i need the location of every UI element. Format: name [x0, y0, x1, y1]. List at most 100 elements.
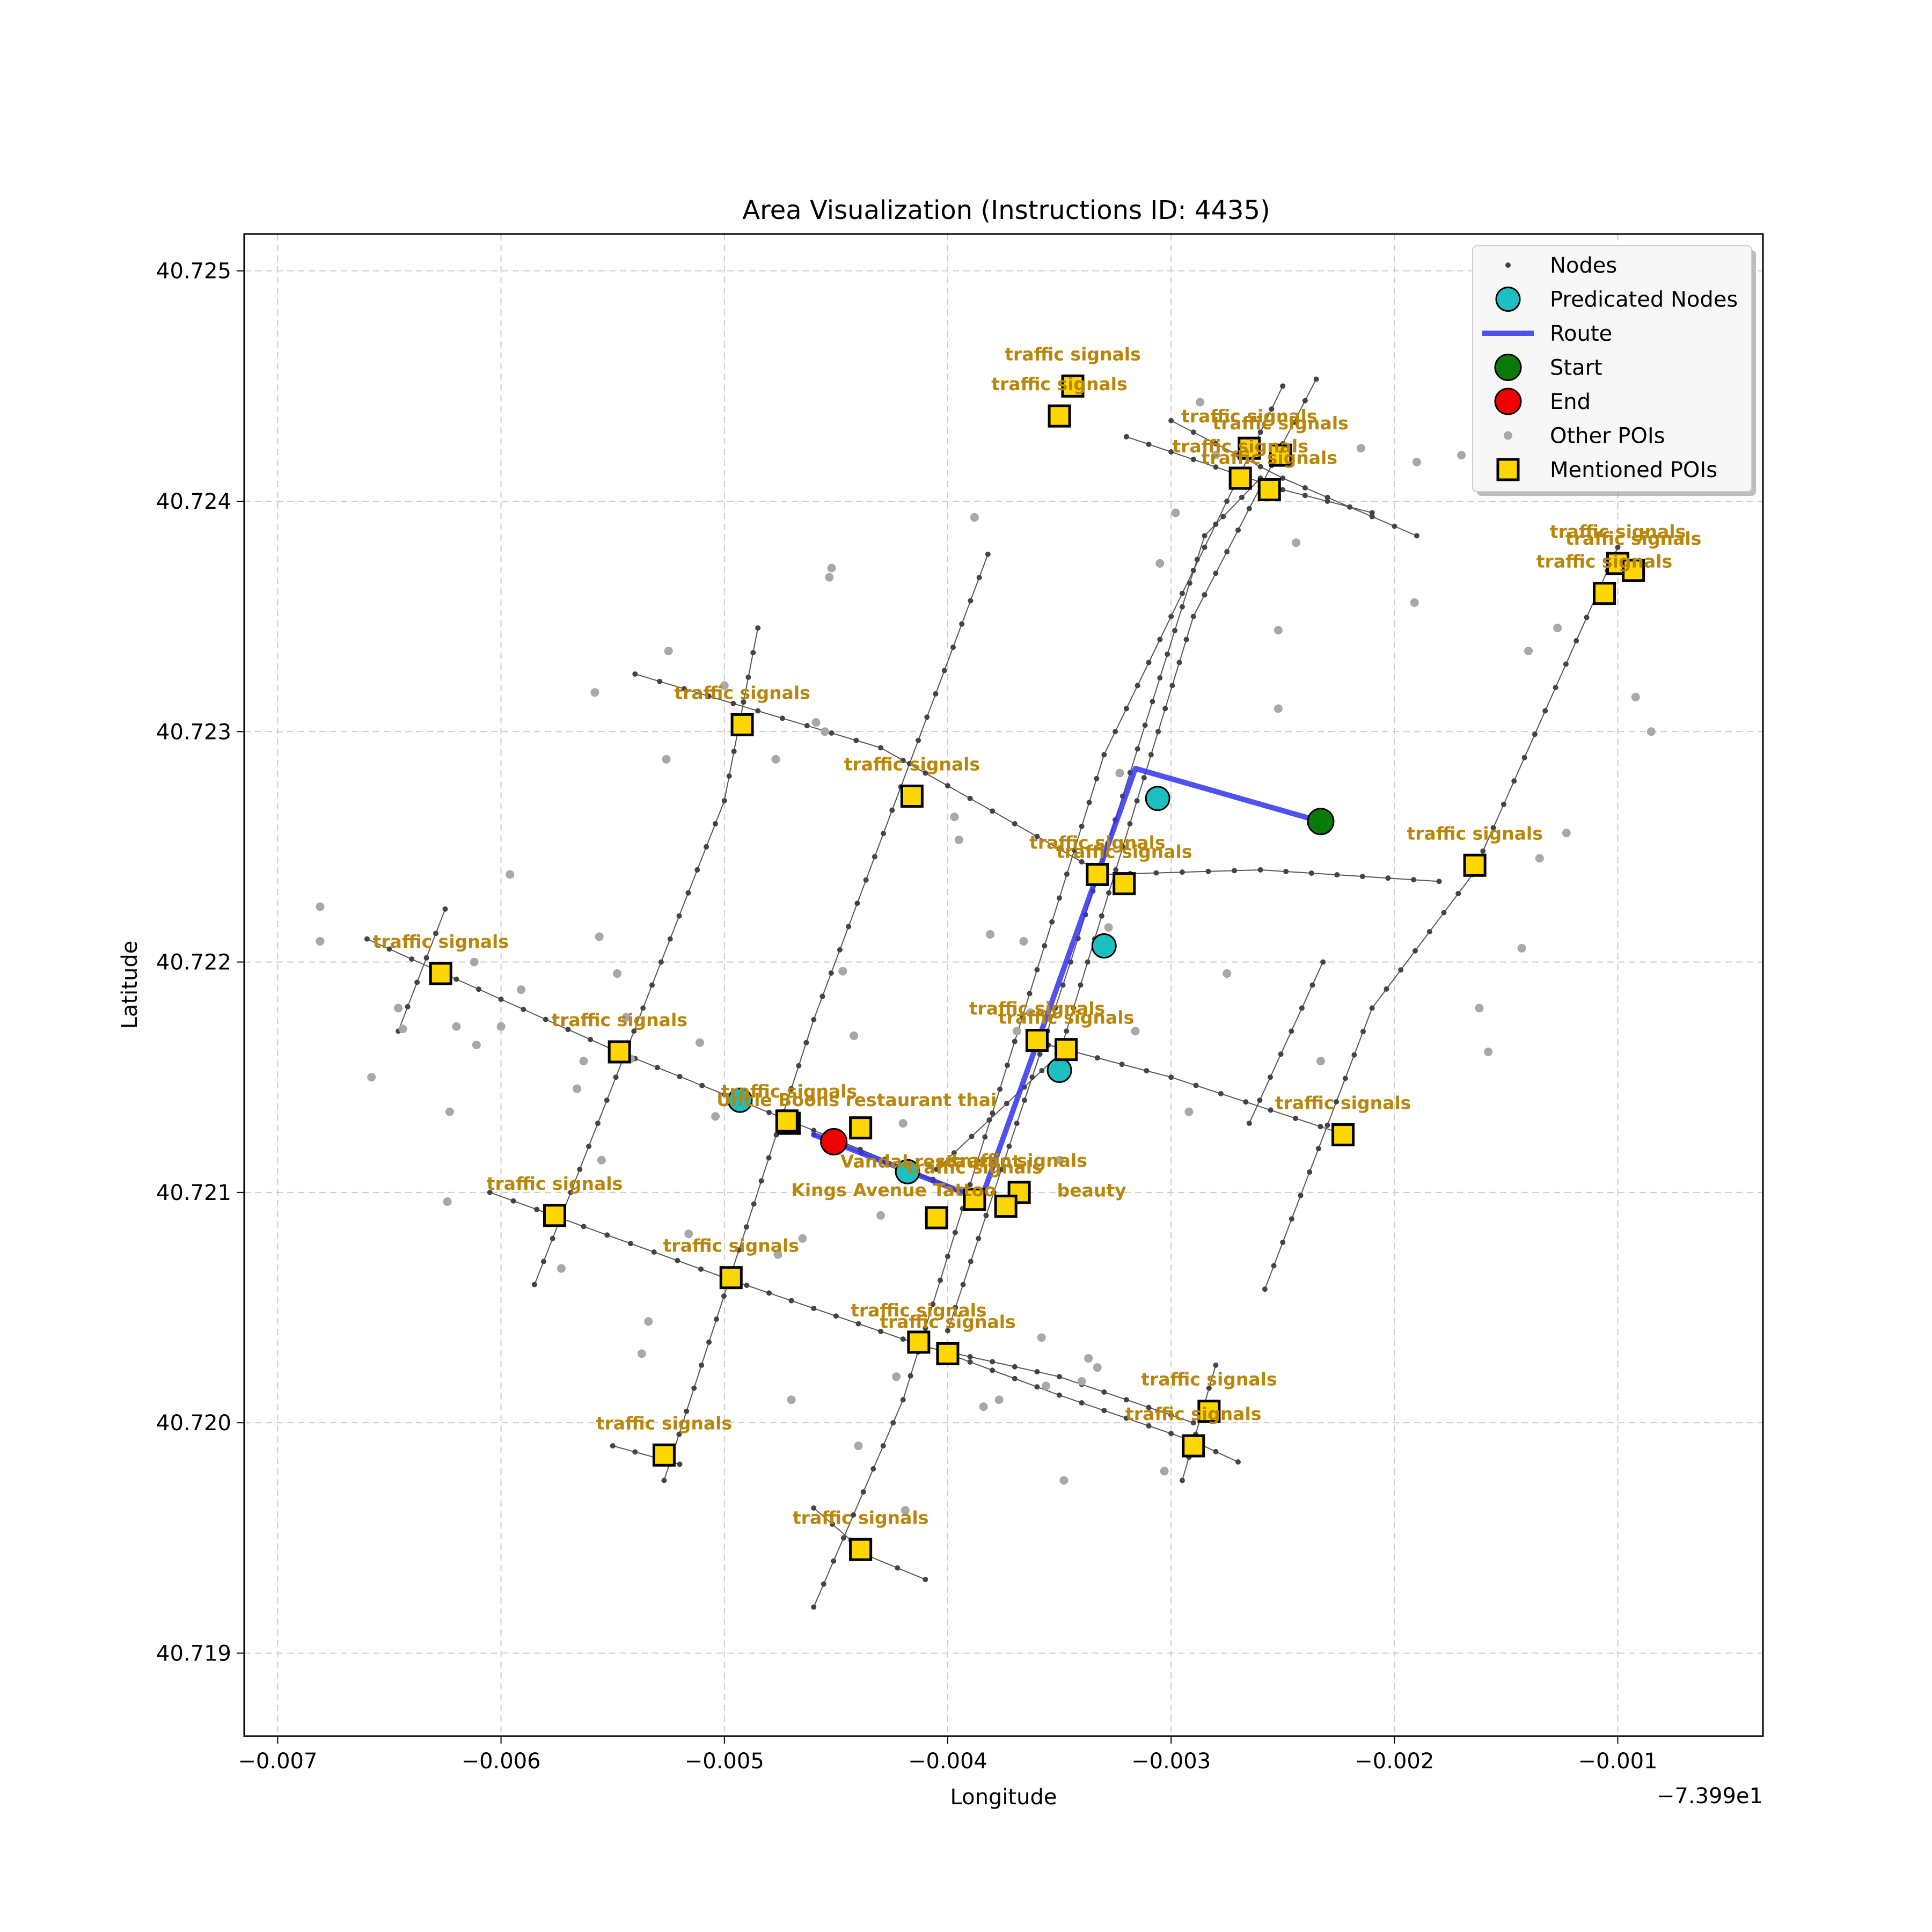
street-node — [1123, 434, 1129, 440]
street-node — [1034, 967, 1040, 972]
other-poi — [664, 647, 673, 656]
predicated-node — [1091, 933, 1117, 959]
street-node — [651, 1249, 657, 1255]
street-node — [923, 770, 928, 776]
street-node — [1135, 746, 1140, 752]
street-node — [1501, 801, 1506, 807]
street-node — [1414, 533, 1419, 539]
other-poi — [1562, 829, 1571, 838]
street-node — [1085, 959, 1091, 965]
street-line — [1264, 547, 1619, 1290]
legend-swatch — [1495, 287, 1521, 312]
street-node — [1052, 1005, 1058, 1011]
street-node — [986, 1117, 992, 1123]
street-node — [846, 924, 852, 930]
street-node — [414, 979, 420, 985]
street-node — [1213, 464, 1219, 470]
street-node — [627, 1241, 633, 1247]
street-node — [498, 997, 504, 1002]
street-node — [758, 1178, 764, 1184]
x-axis-label: Longitude — [950, 1785, 1057, 1810]
mentioned-poi — [849, 1116, 873, 1140]
other-poi — [1155, 559, 1165, 568]
end-marker — [820, 1128, 848, 1155]
street-node — [694, 867, 700, 873]
street-node — [1563, 661, 1569, 667]
street-node — [811, 1016, 817, 1022]
mentioned-poi — [925, 1206, 948, 1230]
street-node — [900, 1397, 906, 1403]
plot-frame — [243, 233, 1764, 1737]
street-node — [721, 798, 727, 804]
street-node — [577, 1166, 583, 1172]
other-poi — [876, 1211, 885, 1220]
other-poi — [597, 1155, 606, 1165]
street-node — [1135, 683, 1140, 689]
street-node — [1172, 627, 1178, 633]
street-node — [1213, 570, 1219, 576]
street-node — [916, 737, 921, 743]
street-node — [726, 773, 732, 779]
street-node — [831, 1558, 837, 1564]
route-endpoints — [820, 808, 1335, 1155]
street-node — [1123, 1397, 1129, 1403]
street-node — [1101, 1408, 1107, 1414]
legend-label: Route — [1550, 321, 1612, 346]
mentioned-poi-label: traffic signals — [1536, 551, 1672, 572]
street-node — [1193, 1082, 1199, 1088]
street-node — [945, 1254, 950, 1260]
street-node — [657, 678, 663, 684]
other-poi — [1211, 451, 1220, 460]
street-node — [510, 1198, 516, 1204]
y-axis-ticks: 40.719 40.720 40.721 40.722 40.723 40.724 40.7… — [156, 259, 244, 1666]
other-poi — [316, 902, 325, 911]
street-node — [1291, 419, 1297, 425]
y-tick-label: 40.719 — [156, 1641, 231, 1666]
legend-box — [1472, 245, 1752, 492]
street-line — [1248, 962, 1324, 1124]
other-poi — [684, 1230, 693, 1239]
other-poi — [696, 1038, 704, 1047]
legend-item-predicated: Predicated Nodes — [1495, 287, 1738, 312]
y-tick-label: 40.722 — [156, 950, 231, 975]
street-node — [1246, 506, 1252, 511]
street-node — [543, 1016, 548, 1022]
street-node — [1239, 494, 1245, 500]
legend-label: Start — [1550, 356, 1602, 380]
street-node — [1269, 406, 1275, 412]
other-poi — [1553, 624, 1562, 633]
street-node — [1351, 1052, 1357, 1058]
other-poi — [1104, 923, 1113, 932]
street-node — [828, 970, 834, 976]
street-node — [677, 1461, 683, 1467]
other-poi — [472, 1041, 481, 1050]
street-node — [1127, 821, 1133, 826]
other-poi — [850, 1031, 859, 1040]
other-poi — [711, 1112, 720, 1121]
mentioned-poi-label: traffic signals — [1407, 823, 1542, 844]
street-node — [1369, 510, 1375, 516]
street-node — [968, 598, 974, 604]
other-poi — [1524, 647, 1533, 656]
other-poi — [1292, 538, 1301, 547]
street-node — [745, 675, 751, 680]
predicated-node — [895, 1159, 920, 1184]
street-node — [811, 1505, 817, 1511]
other-poi — [954, 836, 963, 845]
mentioned-poi-label: traffic signals — [851, 1300, 986, 1321]
legend-item-mentioned_pois: Mentioned POIs — [1496, 458, 1717, 482]
x-tick-label: −0.003 — [1131, 1749, 1211, 1774]
street-node — [1243, 1099, 1249, 1105]
other-poi — [590, 688, 599, 697]
other-poi — [1316, 1057, 1325, 1066]
street-node — [706, 693, 712, 699]
legend-swatch — [1494, 354, 1522, 381]
legend-label: End — [1550, 390, 1591, 414]
street-node — [983, 1212, 989, 1218]
street-node — [779, 715, 785, 721]
street-node — [990, 1367, 996, 1373]
street-node — [1278, 1051, 1284, 1057]
other-poi — [621, 1013, 631, 1022]
street-node — [938, 1277, 943, 1283]
mentioned-poi-label: traffic signals — [674, 682, 810, 703]
